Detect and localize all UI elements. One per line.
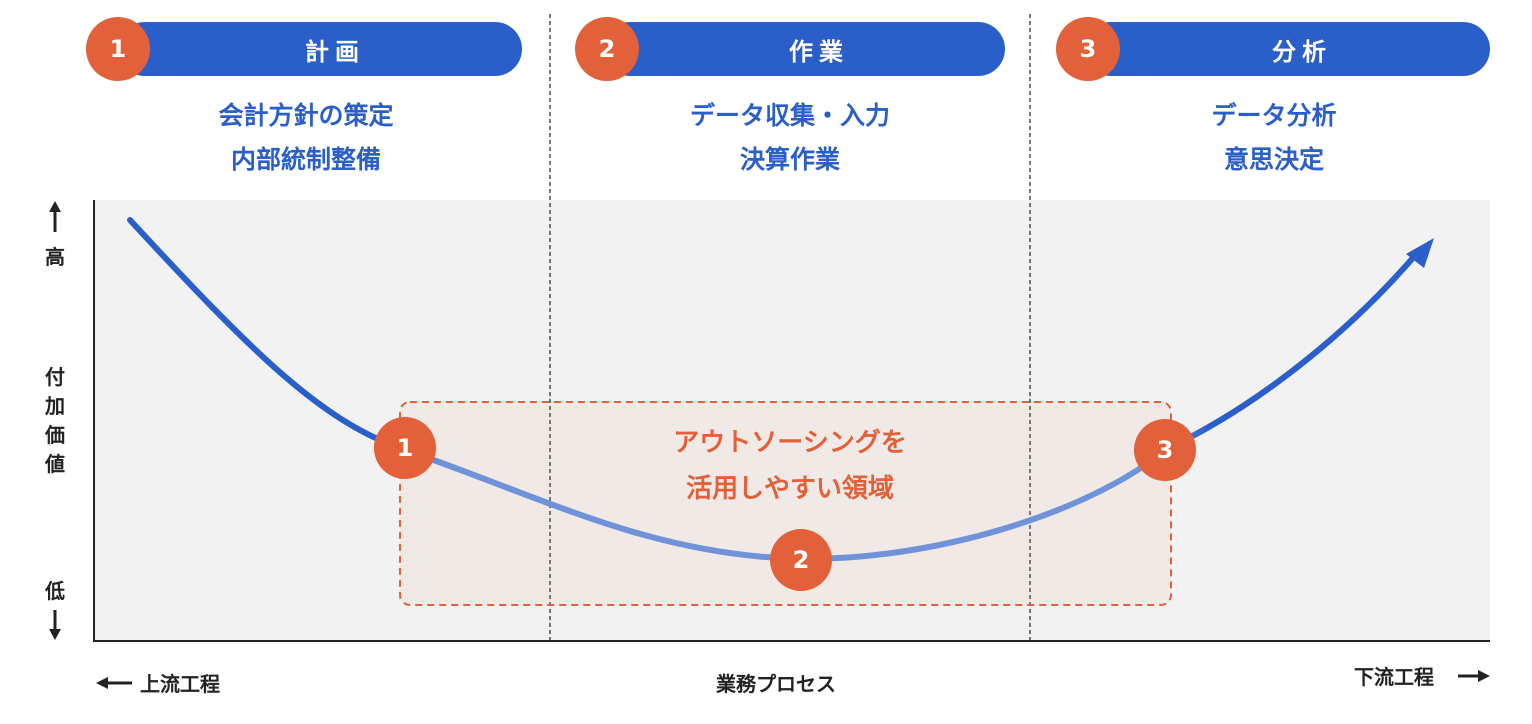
phase-pill-3: 分析 [1084, 22, 1490, 76]
phase-badge-3: 3 [1056, 17, 1120, 81]
phase-badge-2: 2 [575, 17, 639, 81]
phase-description-3: データ分析 意思決定 [1074, 94, 1474, 182]
phase-description-3-line-1: データ分析 [1211, 101, 1337, 130]
outsourcing-zone-line-2: 活用しやすい領域 [686, 474, 894, 504]
curve-marker-3: 3 [1134, 419, 1196, 481]
phase-description-3-line-2: 意思決定 [1223, 145, 1324, 174]
outsourcing-zone-box [399, 401, 1172, 606]
y-axis-title: 付加価値 [45, 365, 65, 476]
y-axis-low-label: 低 [45, 579, 65, 603]
x-axis-center-label: 業務プロセス [716, 672, 836, 696]
outsourcing-zone-text: アウトソーシングを 活用しやすい領域 [600, 420, 980, 512]
phase-title-2: 作業 [789, 37, 849, 66]
phase-description-1: 会計方針の策定 内部統制整備 [106, 94, 506, 182]
phase-pill-1: 計画 [118, 22, 522, 76]
phase-title-1: 計画 [305, 37, 365, 66]
phase-description-2-line-1: データ収集・入力 [689, 101, 890, 130]
outsourcing-zone-line-1: アウトソーシングを [673, 428, 907, 458]
x-right-arrow-icon [1478, 670, 1490, 682]
y-down-arrow-icon [49, 629, 61, 640]
phase-title-3: 分析 [1272, 37, 1332, 66]
curve-marker-2: 2 [770, 529, 832, 591]
phase-description-2: データ収集・入力 決算作業 [590, 94, 990, 182]
phase-description-2-line-2: 決算作業 [739, 145, 840, 174]
x-left-arrow-icon [96, 677, 108, 689]
curve-arrowhead [1406, 238, 1434, 268]
phase-description-1-line-2: 内部統制整備 [230, 145, 381, 174]
y-up-arrow-icon [49, 201, 61, 212]
phase-pill-2: 作業 [603, 22, 1005, 76]
x-axis-left-label: 上流工程 [140, 672, 220, 696]
x-axis-right-label: 下流工程 [1354, 665, 1434, 689]
phase-badge-1: 1 [86, 17, 150, 81]
curve-marker-1: 1 [374, 417, 436, 479]
phase-description-1-line-1: 会計方針の策定 [218, 101, 394, 130]
y-axis-high-label: 高 [45, 245, 65, 269]
